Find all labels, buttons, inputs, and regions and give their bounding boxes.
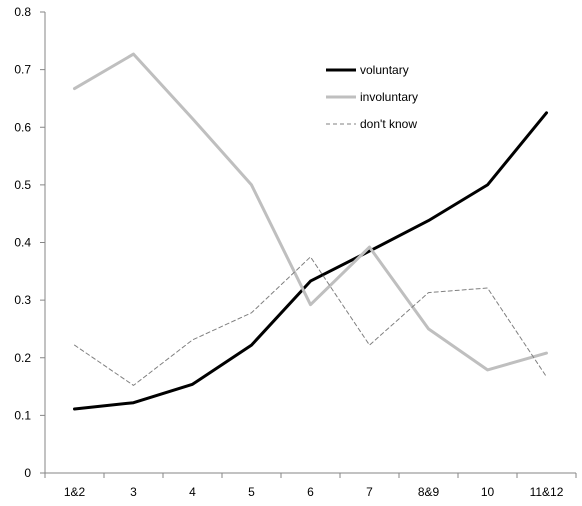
series-line-don-t-know	[74, 256, 547, 386]
x-tick-label: 5	[248, 485, 255, 499]
y-tick-label: 0.6	[14, 120, 31, 134]
y-tick-label: 0.8	[14, 5, 31, 19]
legend-label: don't know	[360, 117, 417, 131]
y-tick-label: 0.2	[14, 351, 31, 365]
x-tick-label: 3	[130, 485, 137, 499]
legend-label: voluntary	[360, 63, 409, 77]
y-tick-label: 0.4	[14, 236, 31, 250]
x-tick-label: 8&9	[418, 485, 440, 499]
x-tick-label: 10	[481, 485, 495, 499]
x-axis-tick-labels: 1&2 3 4 5 6 7 8&9 10 11&12	[64, 485, 564, 499]
axes	[40, 11, 577, 478]
y-tick-label: 0.3	[14, 293, 31, 307]
y-tick-label: 0.1	[14, 408, 31, 422]
y-tick-label: 0	[24, 466, 31, 480]
x-tick-label: 11&12	[530, 485, 564, 499]
x-tick-label: 6	[307, 485, 314, 499]
y-tick-label: 0.7	[14, 63, 31, 77]
series-line-voluntary	[73, 111, 548, 411]
legend-label: involuntary	[360, 90, 418, 104]
x-tick-label: 7	[366, 485, 373, 499]
y-axis-tick-labels: 0 0.1 0.2 0.3 0.4 0.5 0.6 0.7 0.8	[14, 5, 31, 480]
x-tick-label: 1&2	[64, 485, 86, 499]
series-lines	[73, 52, 548, 411]
y-tick-label: 0.5	[14, 178, 31, 192]
series-line-involuntary	[73, 52, 548, 372]
legend: voluntary involuntary don't know	[326, 63, 418, 131]
x-tick-label: 4	[189, 485, 196, 499]
